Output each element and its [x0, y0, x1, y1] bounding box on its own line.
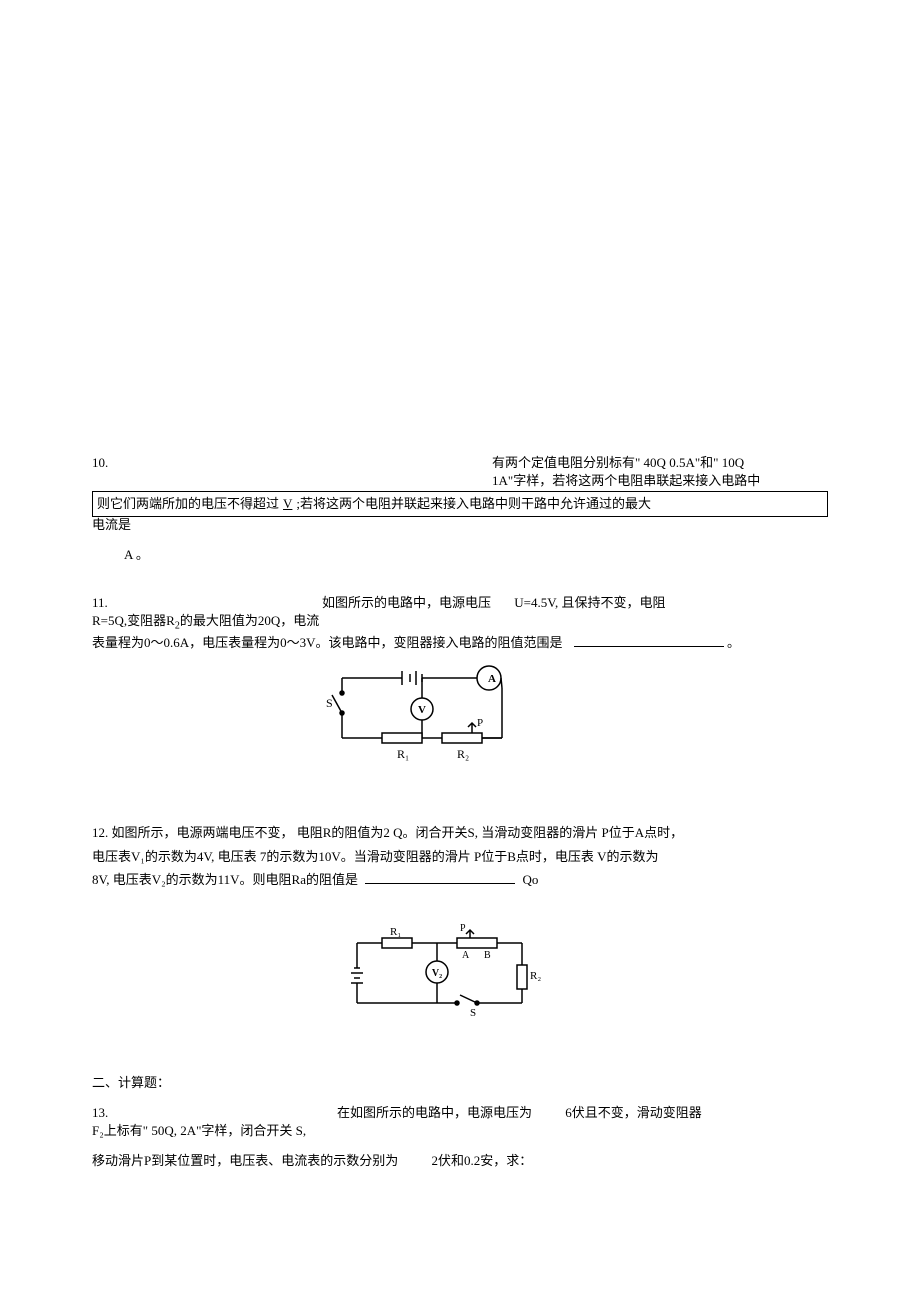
q12-l1: 如图所示，电源两端电压不变， 电阻R的阻值为2 Q。闭合开关S, 当滑动变阻器的… — [112, 825, 684, 840]
q11-l2b: 的最大阻值为20Q，电流 — [180, 613, 319, 628]
circuit1-svg: A V S R₁ R₂ P — [322, 663, 522, 773]
q12-l3end: Qo — [522, 872, 538, 887]
circuit2-label-a: A — [462, 950, 470, 961]
circuit2-svg: V₂ R₁ R₂ S A B P — [342, 923, 542, 1023]
q13-l1a: 在如图所示的电路中，电源电压为 — [337, 1105, 532, 1120]
q11-l3a: 表量程为0〜0.6A，电压表量程为0〜3V。该电路中，变阻器接入电路的阻值范围是 — [92, 635, 563, 650]
q12-line2: 电压表V₁的示数为4V, 电压表 7的示数为10V。当滑动变阻器的滑片 P位于B… — [92, 847, 828, 867]
question-12: 12. 如图所示，电源两端电压不变， 电阻R的阻值为2 Q。闭合开关S, 当滑动… — [92, 823, 828, 894]
q10-box-part1: 则它们两端所加的电压不得超过 — [97, 494, 279, 514]
q10-box-part2: ;若将这两个电阻并联起来接入电路中则干路中允许通过的最大 — [296, 494, 651, 514]
circuit1-label-p: P — [477, 717, 483, 729]
circuit1-label-r1: R₁ — [397, 747, 409, 761]
q11-voltage: U=4.5V, — [514, 595, 558, 610]
circuit1-label-s: S — [326, 696, 333, 710]
q10-text-line1: 有两个定值电阻分别标有" 40Q 0.5A"和" 10Q — [492, 453, 832, 473]
q10-text-line4: A 。 — [124, 545, 149, 565]
q11-number: 11. — [92, 595, 108, 610]
circuit2-label-v2: V₂ — [432, 968, 442, 979]
circuit2-label-s: S — [470, 1007, 476, 1019]
q11-text-line3: 表量程为0〜0.6A，电压表量程为0〜3V。该电路中，变阻器接入电路的阻值范围是… — [92, 633, 740, 653]
q13-l3a: 移动滑片P到某位置时，电压表、电流表的示数分别为 — [92, 1153, 398, 1168]
q11-t1: 如图所示的电路中，电源电压 — [322, 595, 491, 610]
q11-l2a: R=5Q,变阻器R — [92, 613, 175, 628]
q13-line1: 在如图所示的电路中，电源电压为 6伏且不变，滑动变阻器 — [337, 1103, 702, 1123]
q10-text-line3: 电流是 — [92, 515, 131, 535]
circuit1-label-r2: R₂ — [457, 747, 469, 761]
circuit2-label-b: B — [484, 950, 491, 961]
q12-number: 12. — [92, 825, 108, 840]
circuit1-label-v: V — [418, 704, 426, 716]
q12-line3: 8V, 电压表V₂的示数为11V。则电阻Ra的阻值是 Qo — [92, 870, 828, 890]
q10-box-underline-v: V — [283, 494, 292, 514]
question-11: 11. 如图所示的电路中，电源电压 U=4.5V, 且保持不变，电阻 R=5Q,… — [92, 593, 828, 613]
section-2-title: 二、计算题： — [92, 1073, 170, 1093]
circuit2-label-r2: R₂ — [530, 970, 541, 982]
q12-line1: 12. 如图所示，电源两端电压不变， 电阻R的阻值为2 Q。闭合开关S, 当滑动… — [92, 823, 828, 843]
circuit-diagram-2: V₂ R₁ R₂ S A B P — [342, 923, 542, 1029]
circuit2-label-r1: R₁ — [390, 926, 401, 938]
q13-l1b: 6伏且不变，滑动变阻器 — [565, 1105, 702, 1120]
q11-text-line2: R=5Q,变阻器R2的最大阻值为20Q，电流 — [92, 611, 319, 634]
q11-l3end: 。 — [727, 635, 740, 650]
q13-number: 13. — [92, 1105, 108, 1120]
circuit2-label-p: P — [460, 923, 466, 934]
circuit1-label-a: A — [488, 673, 496, 685]
circuit-diagram-1: A V S R₁ R₂ P — [322, 663, 522, 773]
q10-text-line2: 1A"字样，若将这两个电阻串联起来接入电路中 — [492, 471, 832, 491]
q13-l3b: 2伏和0.2安，求： — [431, 1153, 532, 1168]
q10-boxed-text: 则它们两端所加的电压不得超过 V ;若将这两个电阻并联起来接入电路中则干路中允许… — [92, 491, 828, 517]
q12-blank — [365, 872, 515, 884]
q13-line3: 移动滑片P到某位置时，电压表、电流表的示数分别为 2伏和0.2安，求： — [92, 1151, 532, 1171]
q10-number: 10. — [92, 453, 108, 473]
q11-text-line1: 如图所示的电路中，电源电压 U=4.5V, 且保持不变，电阻 — [322, 593, 665, 613]
q13-line2: F₂上标有" 50Q, 2A"字样，闭合开关 S, — [92, 1121, 306, 1141]
q12-l3a: 8V, 电压表V₂的示数为11V。则电阻Ra的阻值是 — [92, 872, 358, 887]
q11-t1b: 且保持不变，电阻 — [561, 595, 665, 610]
q11-blank — [574, 635, 724, 647]
question-13: 13. 在如图所示的电路中，电源电压为 6伏且不变，滑动变阻器 F₂上标有" 5… — [92, 1103, 828, 1123]
